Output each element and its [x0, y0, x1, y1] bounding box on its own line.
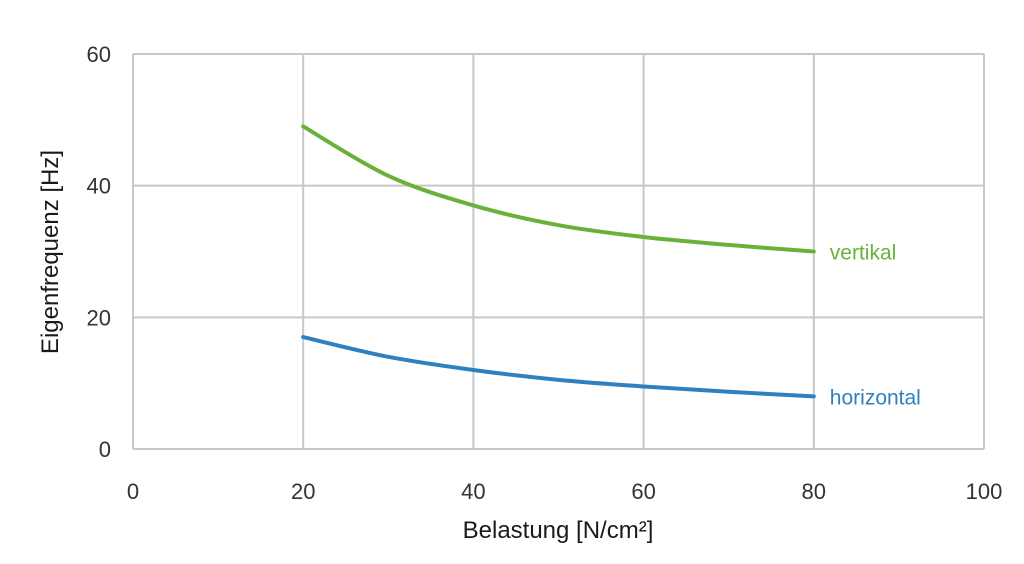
y-tick-label: 20: [87, 305, 111, 330]
x-tick-label: 100: [966, 479, 1003, 504]
y-tick-label: 40: [87, 174, 111, 199]
series-label-vertikal: vertikal: [830, 242, 897, 265]
y-tick-labels: 0 20 40 60: [87, 42, 111, 462]
x-tick-label: 20: [291, 479, 315, 504]
series-line-vertikal: [301, 124, 816, 254]
x-tick-labels: 0 20 40 60 80 100: [127, 479, 1002, 504]
x-axis-title: Belastung [N/cm²]: [463, 517, 654, 544]
series-layer: vertikal horizontal: [301, 124, 921, 409]
y-tick-label: 0: [99, 437, 111, 462]
x-tick-label: 60: [631, 479, 655, 504]
y-tick-label: 60: [87, 42, 111, 67]
x-tick-label: 80: [802, 479, 826, 504]
series-line-horizontal: [301, 335, 816, 399]
series-label-horizontal: horizontal: [830, 386, 921, 409]
x-tick-label: 0: [127, 479, 139, 504]
y-axis-title: Eigenfrequenz [Hz]: [37, 150, 64, 354]
x-tick-label: 40: [461, 479, 485, 504]
